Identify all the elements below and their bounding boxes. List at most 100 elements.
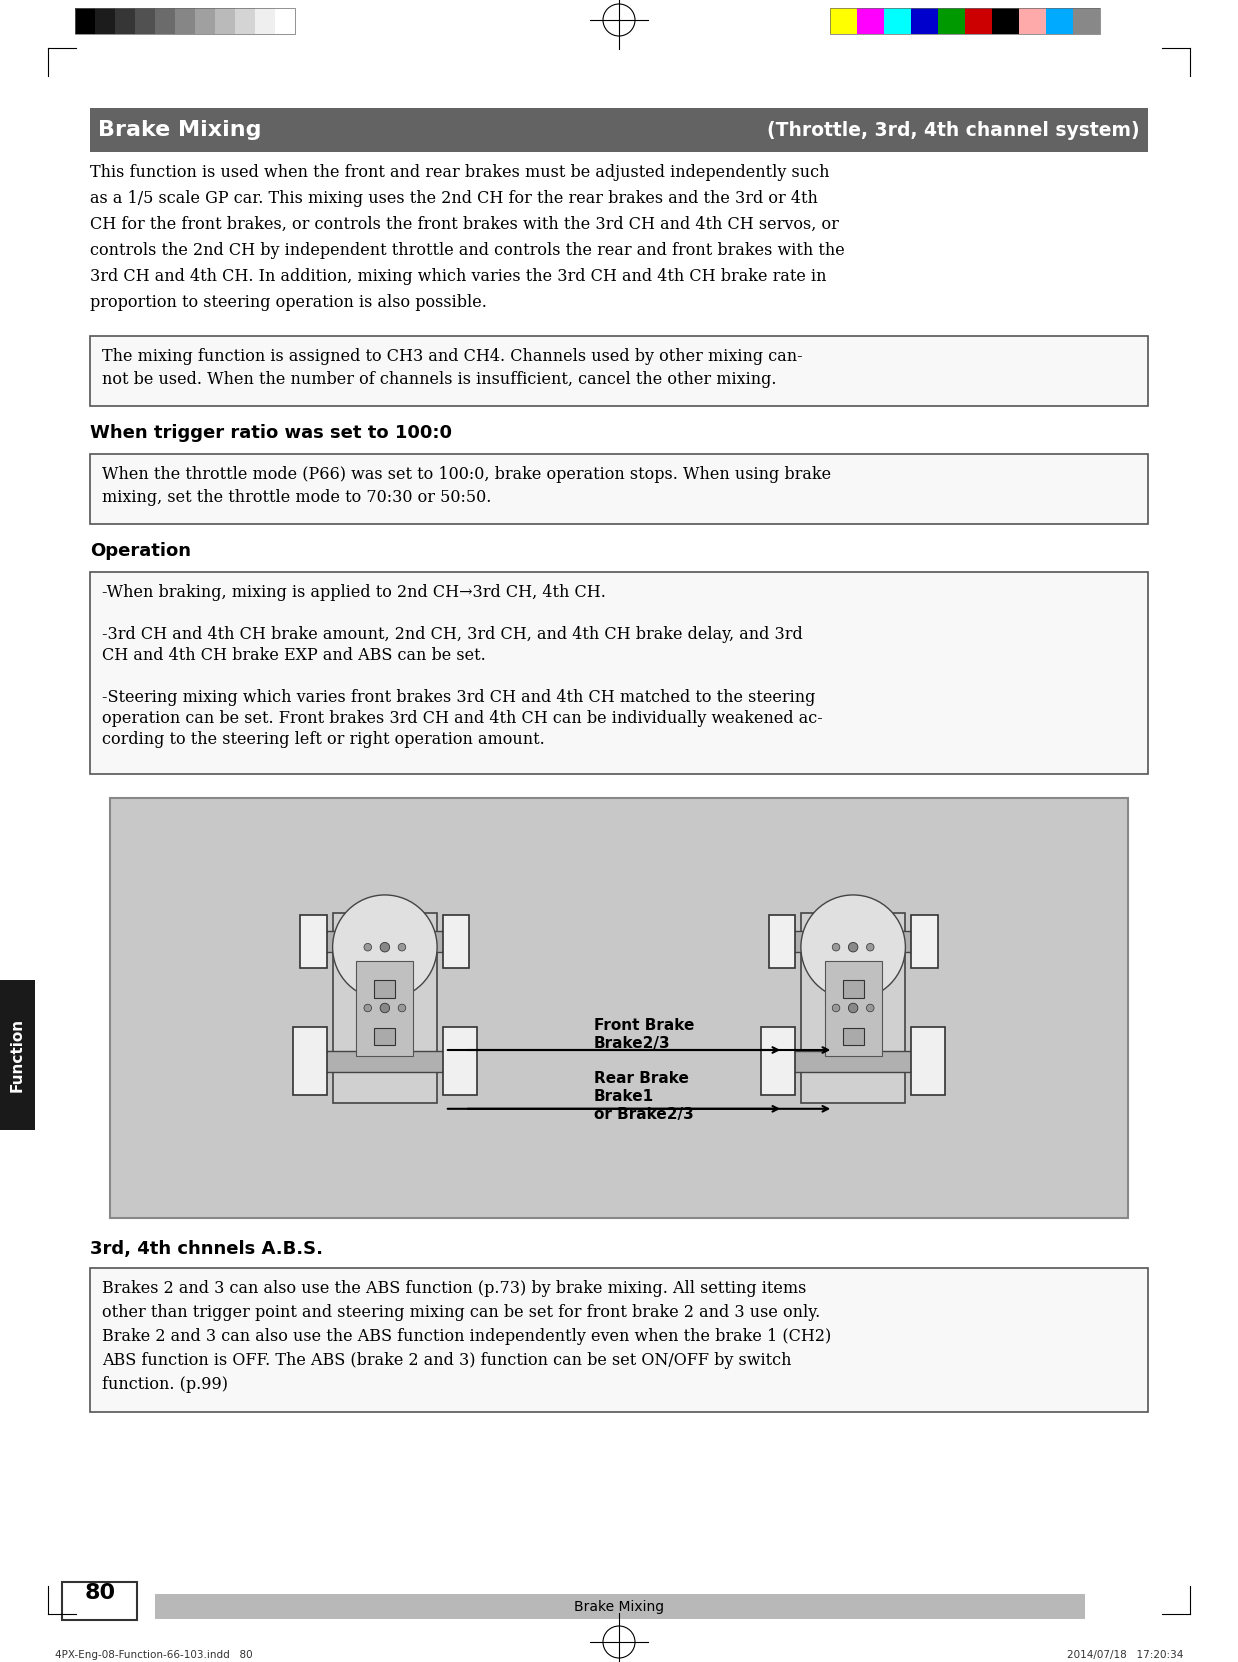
Text: 3rd CH and 4th CH. In addition, mixing which varies the 3rd CH and 4th CH brake : 3rd CH and 4th CH. In addition, mixing w… bbox=[90, 268, 827, 284]
Circle shape bbox=[848, 942, 858, 952]
Text: Brake1: Brake1 bbox=[594, 1089, 654, 1104]
Circle shape bbox=[364, 944, 371, 951]
Bar bbox=[911, 8, 938, 33]
Circle shape bbox=[832, 1004, 839, 1012]
Text: or Brake2/3: or Brake2/3 bbox=[594, 1107, 693, 1122]
Bar bbox=[175, 8, 196, 33]
Bar bbox=[911, 916, 937, 967]
Text: Brake 2 and 3 can also use the ABS function independently even when the brake 1 : Brake 2 and 3 can also use the ABS funct… bbox=[102, 1328, 831, 1345]
Text: operation can be set. Front brakes 3rd CH and 4th CH can be individually weakene: operation can be set. Front brakes 3rd C… bbox=[102, 710, 823, 726]
Bar bbox=[196, 8, 215, 33]
Bar bbox=[292, 1027, 327, 1095]
Circle shape bbox=[364, 1004, 371, 1012]
Bar bbox=[323, 931, 447, 952]
Text: -When braking, mixing is applied to 2nd CH→3rd CH, 4th CH.: -When braking, mixing is applied to 2nd … bbox=[102, 583, 605, 602]
Bar bbox=[843, 981, 864, 997]
Bar bbox=[235, 8, 255, 33]
Text: 3rd, 4th chnnels A.B.S.: 3rd, 4th chnnels A.B.S. bbox=[90, 1240, 323, 1258]
Bar bbox=[829, 8, 1101, 33]
Text: 80: 80 bbox=[84, 1582, 115, 1604]
Text: When trigger ratio was set to 100:0: When trigger ratio was set to 100:0 bbox=[90, 424, 452, 442]
Bar bbox=[791, 931, 915, 952]
Bar bbox=[155, 1594, 1084, 1619]
Text: (Throttle, 3rd, 4th channel system): (Throttle, 3rd, 4th channel system) bbox=[768, 121, 1140, 140]
Text: other than trigger point and steering mixing can be set for front brake 2 and 3 : other than trigger point and steering mi… bbox=[102, 1305, 821, 1321]
Circle shape bbox=[867, 1004, 874, 1012]
Text: proportion to steering operation is also possible.: proportion to steering operation is also… bbox=[90, 294, 487, 311]
Text: Front Brake: Front Brake bbox=[594, 1019, 695, 1034]
Bar bbox=[333, 912, 437, 1104]
Text: Brake Mixing: Brake Mixing bbox=[574, 1601, 664, 1614]
Bar bbox=[829, 8, 857, 33]
Text: 2014/07/18   17:20:34: 2014/07/18 17:20:34 bbox=[1067, 1650, 1184, 1660]
Bar bbox=[135, 8, 155, 33]
Text: Brake Mixing: Brake Mixing bbox=[98, 120, 261, 140]
Bar bbox=[761, 1027, 795, 1095]
Text: Rear Brake: Rear Brake bbox=[594, 1070, 688, 1085]
Bar bbox=[443, 1027, 477, 1095]
Bar bbox=[90, 572, 1148, 774]
Text: mixing, set the throttle mode to 70:30 or 50:50.: mixing, set the throttle mode to 70:30 o… bbox=[102, 489, 491, 505]
Circle shape bbox=[399, 1004, 406, 1012]
Bar bbox=[357, 961, 413, 1055]
Text: -Steering mixing which varies front brakes 3rd CH and 4th CH matched to the stee: -Steering mixing which varies front brak… bbox=[102, 690, 816, 706]
Text: -3rd CH and 4th CH brake amount, 2nd CH, 3rd CH, and 4th CH brake delay, and 3rd: -3rd CH and 4th CH brake amount, 2nd CH,… bbox=[102, 627, 802, 643]
Text: CH for the front brakes, or controls the front brakes with the 3rd CH and 4th CH: CH for the front brakes, or controls the… bbox=[90, 216, 839, 233]
Text: The mixing function is assigned to CH3 and CH4. Channels used by other mixing ca: The mixing function is assigned to CH3 a… bbox=[102, 347, 802, 366]
Text: Operation: Operation bbox=[90, 542, 191, 560]
Bar bbox=[843, 1029, 864, 1045]
Bar bbox=[215, 8, 235, 33]
Text: ABS function is OFF. The ABS (brake 2 and 3) function can be set ON/OFF by switc: ABS function is OFF. The ABS (brake 2 an… bbox=[102, 1351, 791, 1369]
Bar bbox=[825, 961, 881, 1055]
Bar bbox=[964, 8, 992, 33]
Text: Brakes 2 and 3 can also use the ABS function (p.73) by brake mixing. All setting: Brakes 2 and 3 can also use the ABS func… bbox=[102, 1280, 806, 1296]
Text: Brake2/3: Brake2/3 bbox=[594, 1035, 671, 1050]
Text: 4PX-Eng-08-Function-66-103.indd   80: 4PX-Eng-08-Function-66-103.indd 80 bbox=[54, 1650, 253, 1660]
Bar bbox=[90, 1268, 1148, 1413]
Bar bbox=[443, 916, 469, 967]
Bar bbox=[301, 916, 327, 967]
Bar bbox=[155, 8, 175, 33]
Bar bbox=[0, 981, 35, 1130]
Bar bbox=[992, 8, 1019, 33]
Circle shape bbox=[848, 1004, 858, 1012]
Bar bbox=[791, 1050, 915, 1072]
Bar bbox=[95, 8, 115, 33]
Bar bbox=[884, 8, 911, 33]
Bar bbox=[255, 8, 275, 33]
Bar bbox=[857, 8, 884, 33]
Circle shape bbox=[333, 894, 437, 999]
Bar bbox=[62, 1582, 137, 1620]
Bar bbox=[115, 8, 135, 33]
Circle shape bbox=[867, 944, 874, 951]
Circle shape bbox=[399, 944, 406, 951]
Bar bbox=[1046, 8, 1073, 33]
Text: When the throttle mode (P66) was set to 100:0, brake operation stops. When using: When the throttle mode (P66) was set to … bbox=[102, 465, 831, 484]
Bar bbox=[911, 1027, 946, 1095]
Circle shape bbox=[380, 942, 390, 952]
Circle shape bbox=[380, 1004, 390, 1012]
Bar bbox=[1019, 8, 1046, 33]
Text: controls the 2nd CH by independent throttle and controls the rear and front brak: controls the 2nd CH by independent throt… bbox=[90, 243, 844, 259]
Bar bbox=[374, 981, 395, 997]
Circle shape bbox=[832, 944, 839, 951]
Text: as a 1/5 scale GP car. This mixing uses the 2nd CH for the rear brakes and the 3: as a 1/5 scale GP car. This mixing uses … bbox=[90, 189, 818, 208]
Text: cording to the steering left or right operation amount.: cording to the steering left or right op… bbox=[102, 731, 545, 748]
Bar bbox=[110, 798, 1128, 1218]
Bar bbox=[938, 8, 964, 33]
Bar bbox=[76, 8, 95, 33]
Bar bbox=[1073, 8, 1101, 33]
Text: This function is used when the front and rear brakes must be adjusted independen: This function is used when the front and… bbox=[90, 165, 829, 181]
Bar bbox=[90, 454, 1148, 524]
Bar bbox=[90, 336, 1148, 406]
Bar bbox=[374, 1029, 395, 1045]
Circle shape bbox=[801, 894, 905, 999]
Bar bbox=[90, 108, 1148, 151]
Bar bbox=[801, 912, 905, 1104]
Bar bbox=[76, 8, 295, 33]
Text: Function: Function bbox=[10, 1017, 25, 1092]
Bar bbox=[769, 916, 795, 967]
Text: function. (p.99): function. (p.99) bbox=[102, 1376, 228, 1393]
Bar bbox=[275, 8, 295, 33]
Text: CH and 4th CH brake EXP and ABS can be set.: CH and 4th CH brake EXP and ABS can be s… bbox=[102, 647, 485, 665]
